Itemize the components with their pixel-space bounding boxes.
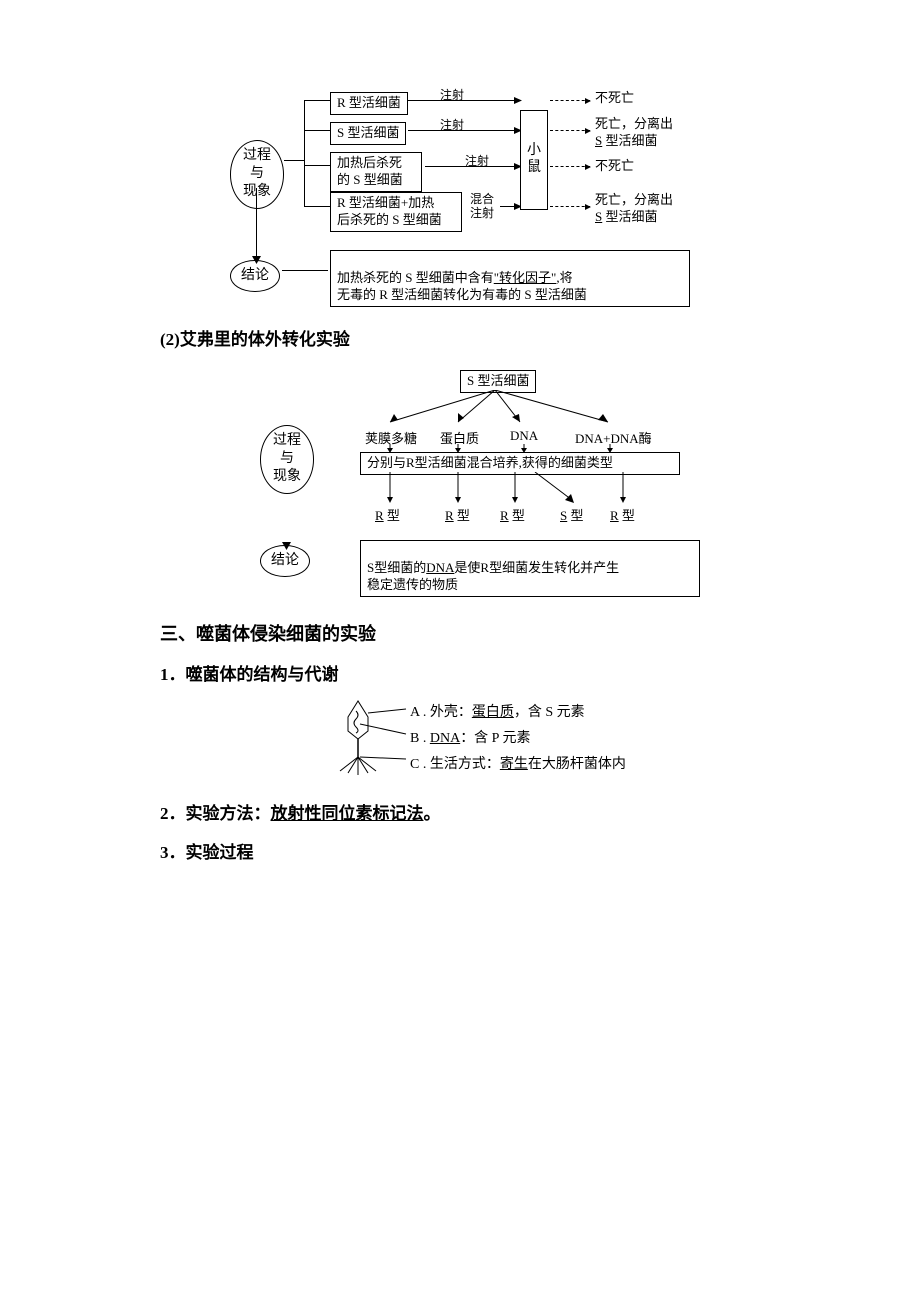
phage-b-u: DNA	[430, 731, 460, 746]
process-oval: 过程与 现象	[260, 425, 314, 494]
conclusion-pre: S型细菌的	[367, 560, 426, 575]
phage-a-pre: A . 外壳：	[410, 705, 472, 720]
result-r: R	[375, 508, 384, 523]
conclusion-oval: 结论	[230, 260, 280, 292]
result-suffix: 型	[512, 508, 525, 523]
method-pre: 2．实验方法：	[160, 804, 271, 823]
phage-b-post: ：含 P 元素	[460, 731, 530, 746]
result-5: R 型	[610, 505, 635, 524]
output-4-line1: 死亡，分离出	[595, 192, 673, 207]
phage-a-u: 蛋白质	[472, 705, 514, 720]
avery-title: (2)艾弗里的体外转化实验	[160, 325, 840, 350]
conclusion-pre: 加热杀死的 S 型细菌中含有	[337, 270, 494, 285]
dashed-arrow	[550, 100, 590, 101]
avery-diagram: 过程与 现象 结论 S 型活细菌 荚膜多糖 蛋白质 DNA	[160, 370, 840, 595]
bracket-line	[304, 100, 305, 206]
result-s: S	[560, 508, 567, 523]
arrow-right-icon	[514, 97, 522, 104]
bracket-line	[284, 160, 304, 161]
connector-line	[256, 188, 257, 261]
result-arrows	[360, 472, 670, 506]
component-3: DNA	[510, 428, 538, 444]
branch-arrows	[360, 390, 660, 428]
phage-struct-title: 1．噬菌体的结构与代谢	[160, 660, 840, 685]
phage-c-u: 寄生	[500, 757, 528, 772]
arrow-line	[408, 100, 518, 101]
result-suffix: 型	[570, 508, 583, 523]
result-3: R 型	[500, 505, 525, 524]
phage-label-c: C . 生活方式：寄生在大肠杆菌体内	[410, 753, 626, 773]
bracket-line	[304, 206, 330, 207]
arrow-line	[425, 166, 518, 167]
phage-label-b: B . DNA：含 P 元素	[410, 727, 530, 747]
phage-c-post: 在大肠杆菌体内	[528, 757, 626, 772]
output-4: 死亡，分离出 S 型活细菌	[595, 192, 673, 226]
input-box-4: R 型活细菌+加热 后杀死的 S 型细菌	[330, 192, 462, 232]
bracket-line	[304, 130, 330, 131]
process-oval: 过程与 现象	[230, 140, 284, 209]
phage-c-pre: C . 生活方式：	[410, 757, 500, 772]
input-box-1: R 型活细菌	[330, 92, 408, 115]
phage-icon	[330, 699, 410, 779]
result-suffix: 型	[457, 508, 470, 523]
output-4-rest: 型活细菌	[605, 209, 657, 224]
output-4-s: S	[595, 209, 602, 224]
conclusion-underline: "转化因子"	[494, 270, 557, 285]
griffith-inner: 过程与 现象 结论 R 型活细菌 S 型活细菌 加热后杀死 的 S 型细菌 R …	[230, 80, 770, 300]
method-u: 放射性同位素标记法	[271, 804, 424, 823]
result-suffix: 型	[387, 508, 400, 523]
process-title: 3．实验过程	[160, 838, 840, 863]
phage-a-post: ，含 S 元素	[514, 705, 585, 720]
output-2-line1: 死亡，分离出	[595, 116, 673, 131]
method-line: 2．实验方法：放射性同位素标记法。	[160, 799, 840, 824]
result-r: R	[610, 508, 619, 523]
output-2-s: S	[595, 133, 602, 148]
bracket-line	[304, 100, 330, 101]
output-2-rest: 型活细菌	[605, 133, 657, 148]
conclusion-box: 加热杀死的 S 型细菌中含有"转化因子",将 无毒的 R 型活细菌转化为有毒的 …	[330, 250, 690, 307]
input-box-2: S 型活细菌	[330, 122, 406, 145]
phage-label-a: A . 外壳：蛋白质，含 S 元素	[410, 701, 585, 721]
dashed-arrow	[550, 206, 590, 207]
output-2: 死亡，分离出 S 型活细菌	[595, 116, 673, 150]
phage-diagram: A . 外壳：蛋白质，含 S 元素 B . DNA：含 P 元素 C . 生活方…	[160, 699, 840, 779]
phage-inner: A . 外壳：蛋白质，含 S 元素 B . DNA：含 P 元素 C . 生活方…	[330, 699, 670, 779]
arrow-down-icon	[282, 542, 291, 550]
conclusion-box: S型细菌的DNA是使R型细菌发生转化并产生 稳定遗传的物质	[360, 540, 700, 597]
result-1: R 型	[375, 505, 400, 524]
mouse-box: 小 鼠	[520, 110, 548, 210]
injection-label-4: 混合 注射	[470, 192, 494, 221]
output-1: 不死亡	[595, 90, 634, 107]
result-r: R	[445, 508, 454, 523]
result-r: R	[500, 508, 509, 523]
result-4: S 型	[560, 505, 584, 524]
connector-line	[282, 270, 328, 271]
result-2: R 型	[445, 505, 470, 524]
arrow-line	[408, 130, 518, 131]
input-box-3: 加热后杀死 的 S 型细菌	[330, 152, 422, 192]
conclusion-u: DNA	[426, 560, 454, 575]
section-3-title: 三、噬菌体侵染细菌的实验	[160, 620, 840, 646]
method-post: 。	[424, 804, 441, 823]
dashed-arrow	[550, 130, 590, 131]
avery-inner: 过程与 现象 结论 S 型活细菌 荚膜多糖 蛋白质 DNA	[260, 370, 740, 595]
arrow-down-icon	[252, 256, 261, 264]
griffith-diagram: 过程与 现象 结论 R 型活细菌 S 型活细菌 加热后杀死 的 S 型细菌 R …	[160, 80, 840, 300]
bracket-line	[304, 165, 330, 166]
dashed-arrow	[550, 166, 590, 167]
page: 过程与 现象 结论 R 型活细菌 S 型活细菌 加热后杀死 的 S 型细菌 R …	[0, 0, 920, 957]
result-suffix: 型	[622, 508, 635, 523]
output-3: 不死亡	[595, 158, 634, 175]
phage-b-pre: B .	[410, 731, 430, 746]
